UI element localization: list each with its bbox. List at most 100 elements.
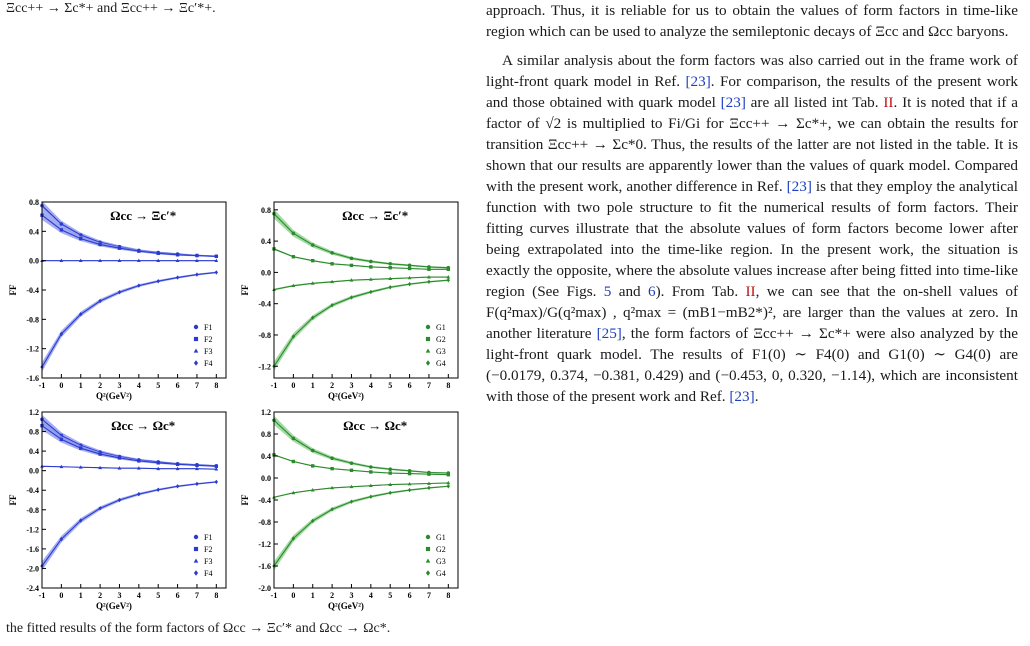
legend-marker-F2 [193, 336, 199, 342]
data-point-G1 [291, 436, 296, 441]
ref-link-23[interactable]: [23] [729, 388, 755, 405]
data-point-F4 [175, 484, 180, 489]
series-line-G1 [273, 213, 449, 269]
legend-marker-G1 [425, 324, 431, 330]
data-point-G4 [407, 487, 412, 493]
data-point-G1 [310, 243, 315, 247]
data-point-G1 [407, 263, 412, 268]
legend-marker-F2 [193, 546, 199, 552]
error-band-G4 [274, 485, 449, 571]
text-span: . For comparison, the results of the pre… [486, 73, 1018, 111]
y-tick-label: 0.0 [261, 268, 271, 277]
data-point-G4 [388, 490, 392, 496]
y-tick-label: -0.8 [26, 315, 39, 324]
data-point-F3 [78, 258, 83, 263]
data-point-G3 [446, 480, 451, 485]
y-tick-label: -2.0 [26, 564, 39, 573]
y-tick-label: 0.8 [261, 430, 271, 439]
text-span: . It is noted that if a factor of √2 is … [486, 94, 1018, 195]
table-link-ii[interactable]: II [883, 94, 894, 111]
x-axis-label: Q²(GeV²) [96, 601, 132, 611]
legend-label-G2: G2 [436, 545, 446, 554]
table-link-ii[interactable]: II [745, 283, 756, 300]
x-tick-label: 1 [311, 381, 315, 390]
y-tick-label: 0.8 [261, 206, 271, 215]
data-point-F3 [156, 466, 161, 471]
data-point-F4 [79, 518, 83, 523]
data-point-G3 [427, 481, 431, 485]
x-tick-label: 2 [98, 591, 102, 600]
data-point-G2 [330, 466, 334, 471]
legend-marker-G1 [425, 534, 431, 540]
data-point-G2 [388, 471, 392, 475]
legend-label-F4: F4 [204, 359, 212, 368]
data-point-G4 [291, 334, 296, 339]
ref-link-23[interactable]: [23] [685, 73, 711, 90]
data-point-G2 [349, 468, 354, 472]
text-span: are all listed int Tab. [745, 94, 884, 111]
data-point-G2 [407, 266, 412, 271]
data-point-G1 [369, 259, 373, 264]
x-tick-label: -1 [271, 591, 278, 600]
figure-link-6[interactable]: 6 [648, 283, 656, 300]
legend-label-F3: F3 [204, 347, 212, 356]
data-point-F4 [98, 506, 102, 511]
y-axis-label: FF [8, 494, 18, 505]
data-point-F2 [195, 463, 199, 467]
data-point-G1 [330, 251, 334, 255]
ref-link-23[interactable]: [23] [720, 94, 746, 111]
x-tick-label: 3 [349, 381, 353, 390]
legend-label-G2: G2 [436, 335, 446, 344]
data-point-F4 [195, 272, 199, 277]
y-tick-label: -0.8 [258, 331, 271, 340]
data-point-G3 [291, 490, 296, 495]
data-point-G4 [446, 484, 451, 489]
data-point-F2 [59, 228, 64, 232]
data-point-F2 [156, 251, 160, 256]
ref-link-23[interactable]: [23] [786, 178, 812, 195]
data-point-F2 [175, 253, 180, 257]
error-band-F4 [42, 271, 217, 372]
data-point-G3 [349, 484, 354, 489]
data-point-G2 [291, 459, 296, 464]
chart-omega-omega-g: 1.2 0.8 0.4 0.0 -0.4 -0.8 -1.2 -1.6 -2.0 -1 0 1 2 3 4 5… [240, 406, 466, 612]
y-tick-label: 0.8 [29, 198, 39, 207]
legend-label-G3: G3 [436, 347, 446, 356]
data-point-F3 [195, 258, 199, 263]
chart-title: Ωcc → Ωc* [343, 418, 407, 433]
data-point-G3 [330, 485, 334, 490]
y-tick-label: -1.2 [258, 362, 271, 371]
data-point-F4 [137, 491, 141, 497]
x-tick-label: 5 [156, 381, 160, 390]
figure-link-5[interactable]: 5 [603, 283, 612, 300]
y-tick-label: 0.4 [29, 447, 39, 456]
x-axis-label: Q²(GeV²) [96, 391, 132, 401]
data-point-G2 [446, 267, 451, 271]
chart-omega-xi-f: 0.8 0.4 0.0 -0.4 -0.8 -1.2 -1.6 -1 0 1 2 3 4 5 6 7 8 Q²(G… [8, 196, 234, 402]
data-point-G3 [310, 488, 315, 492]
y-tick-label: -1.2 [26, 345, 39, 354]
ref-link-25[interactable]: [25] [596, 325, 622, 342]
y-tick-label: 1.2 [261, 408, 271, 417]
data-point-F2 [79, 446, 83, 450]
x-tick-label: 5 [388, 591, 392, 600]
data-point-G3 [368, 277, 373, 281]
legend-label-F3: F3 [204, 557, 212, 566]
data-point-G4 [349, 499, 354, 504]
x-tick-label: 4 [369, 381, 373, 390]
data-point-G1 [369, 465, 373, 469]
x-tick-label: 8 [446, 591, 450, 600]
y-axis-label: FF [240, 284, 250, 295]
data-point-G1 [291, 231, 296, 236]
series-line-F2 [41, 214, 217, 257]
series-line-G4 [273, 485, 449, 567]
legend-label-F1: F1 [204, 323, 212, 332]
data-point-G4 [369, 289, 373, 295]
text-span: and [611, 283, 648, 300]
data-point-F3 [136, 466, 141, 470]
x-tick-label: 0 [291, 591, 295, 600]
x-tick-label: 6 [408, 381, 412, 390]
y-tick-label: -2.4 [26, 584, 39, 593]
x-tick-label: 8 [214, 381, 218, 390]
data-point-F4 [195, 481, 199, 487]
